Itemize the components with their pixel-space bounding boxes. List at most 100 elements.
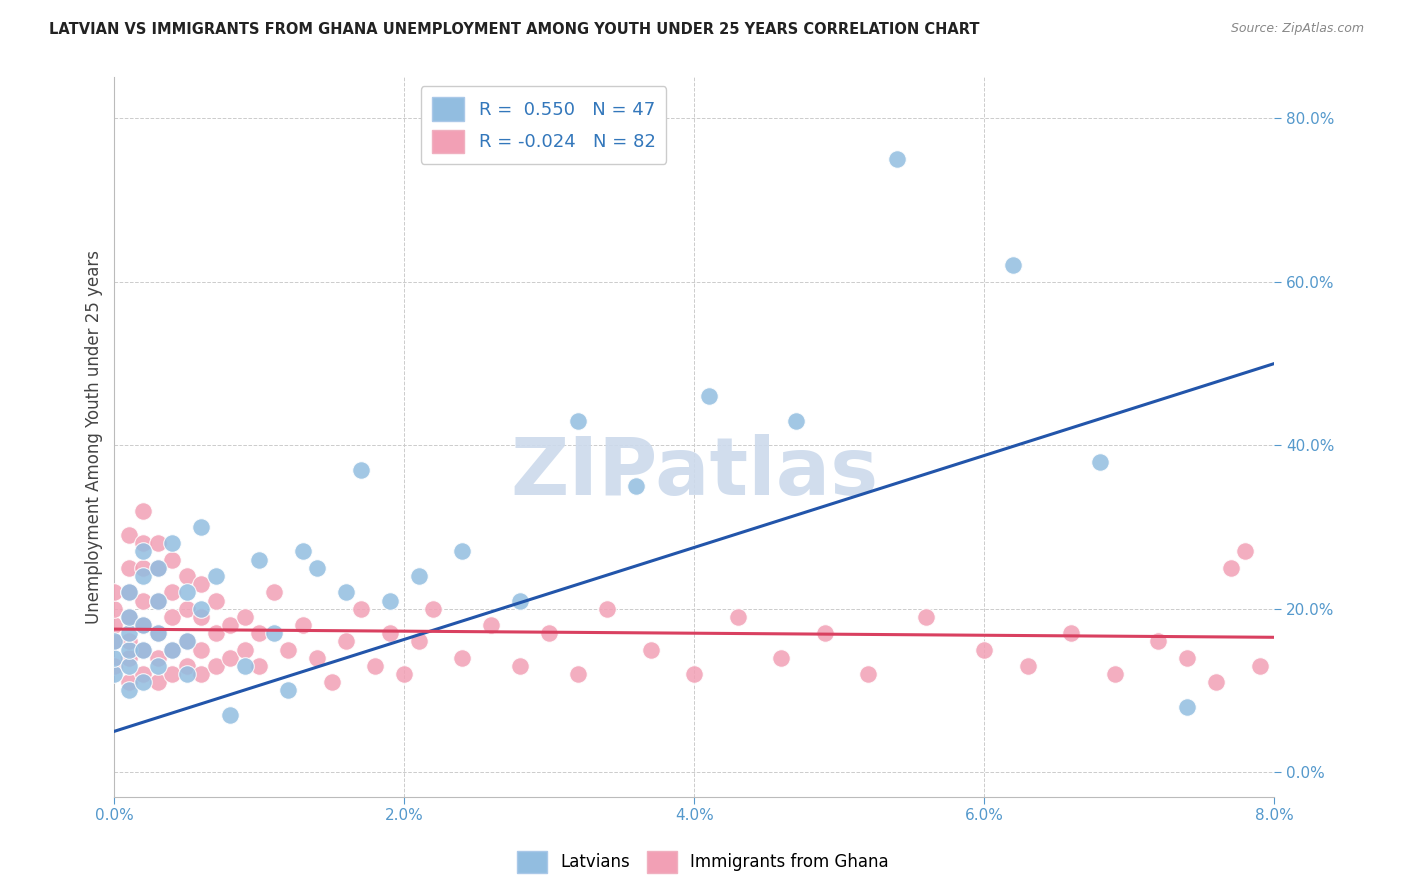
Point xyxy=(103,667,125,681)
Point xyxy=(915,610,938,624)
Point xyxy=(118,683,141,698)
Point xyxy=(364,659,387,673)
Point xyxy=(176,569,198,583)
Point xyxy=(176,634,198,648)
Point xyxy=(146,626,169,640)
Point xyxy=(858,667,880,681)
Point xyxy=(190,667,212,681)
Point xyxy=(1090,454,1112,468)
Point xyxy=(233,659,256,673)
Point xyxy=(103,618,125,632)
Point xyxy=(176,585,198,599)
Point xyxy=(683,667,706,681)
Point xyxy=(205,626,228,640)
Point xyxy=(249,626,271,640)
Point xyxy=(350,463,373,477)
Point xyxy=(118,626,141,640)
Text: Source: ZipAtlas.com: Source: ZipAtlas.com xyxy=(1230,22,1364,36)
Point xyxy=(132,667,155,681)
Point xyxy=(103,585,125,599)
Point xyxy=(307,650,329,665)
Point xyxy=(335,585,357,599)
Point xyxy=(205,569,228,583)
Point xyxy=(132,642,155,657)
Point xyxy=(132,536,155,550)
Point xyxy=(162,642,184,657)
Point xyxy=(146,650,169,665)
Point xyxy=(509,593,531,607)
Point xyxy=(1147,634,1170,648)
Point xyxy=(538,626,561,640)
Point xyxy=(321,675,343,690)
Point xyxy=(770,650,793,665)
Point xyxy=(219,650,242,665)
Point xyxy=(146,561,169,575)
Point xyxy=(205,659,228,673)
Point xyxy=(451,544,474,558)
Point xyxy=(162,642,184,657)
Point xyxy=(176,667,198,681)
Point xyxy=(132,569,155,583)
Point xyxy=(176,601,198,615)
Point xyxy=(509,659,531,673)
Point xyxy=(219,618,242,632)
Point xyxy=(422,601,444,615)
Point xyxy=(291,544,314,558)
Point xyxy=(146,659,169,673)
Point xyxy=(132,544,155,558)
Point xyxy=(408,634,430,648)
Point xyxy=(146,593,169,607)
Point xyxy=(190,520,212,534)
Point xyxy=(162,585,184,599)
Point xyxy=(640,642,662,657)
Point xyxy=(118,642,141,657)
Point xyxy=(146,593,169,607)
Point xyxy=(146,626,169,640)
Point xyxy=(132,675,155,690)
Point xyxy=(307,561,329,575)
Point xyxy=(1234,544,1257,558)
Point xyxy=(814,626,837,640)
Point xyxy=(727,610,749,624)
Point xyxy=(596,601,619,615)
Point xyxy=(249,659,271,673)
Point xyxy=(132,503,155,517)
Point xyxy=(973,642,995,657)
Point xyxy=(1177,699,1199,714)
Point xyxy=(190,601,212,615)
Point xyxy=(162,667,184,681)
Point xyxy=(378,593,401,607)
Point xyxy=(118,585,141,599)
Point xyxy=(350,601,373,615)
Point xyxy=(1002,259,1025,273)
Point xyxy=(146,675,169,690)
Point xyxy=(118,650,141,665)
Point xyxy=(233,642,256,657)
Legend: Latvians, Immigrants from Ghana: Latvians, Immigrants from Ghana xyxy=(510,845,896,880)
Point xyxy=(394,667,416,681)
Point xyxy=(626,479,648,493)
Point xyxy=(378,626,401,640)
Point xyxy=(162,536,184,550)
Text: ZIPatlas: ZIPatlas xyxy=(510,434,879,512)
Point xyxy=(132,561,155,575)
Point xyxy=(103,601,125,615)
Point xyxy=(1104,667,1126,681)
Point xyxy=(451,650,474,665)
Point xyxy=(118,528,141,542)
Point xyxy=(132,618,155,632)
Point xyxy=(132,618,155,632)
Point xyxy=(103,634,125,648)
Point xyxy=(118,659,141,673)
Point xyxy=(1017,659,1039,673)
Point xyxy=(219,708,242,723)
Point xyxy=(132,642,155,657)
Point xyxy=(1205,675,1227,690)
Point xyxy=(118,561,141,575)
Point xyxy=(118,610,141,624)
Point xyxy=(190,577,212,591)
Point xyxy=(118,610,141,624)
Point xyxy=(263,585,285,599)
Point xyxy=(118,675,141,690)
Point xyxy=(103,650,125,665)
